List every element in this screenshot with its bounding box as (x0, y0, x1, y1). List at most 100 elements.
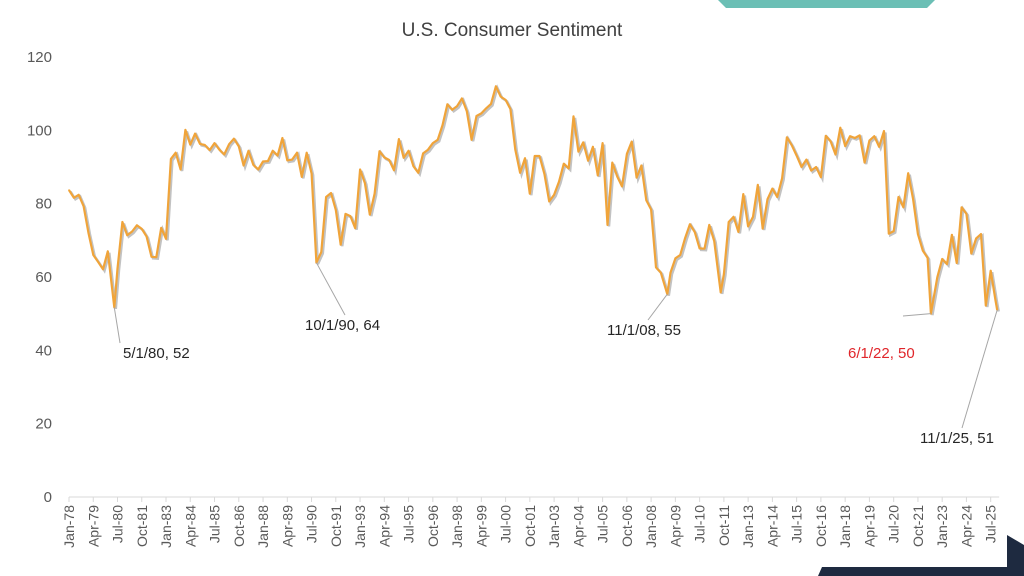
data-point (461, 97, 463, 100)
annotation-leader (961, 309, 998, 429)
data-point (732, 216, 735, 218)
data-point (960, 206, 963, 209)
data-point (170, 158, 172, 160)
data-point (907, 172, 910, 175)
x-tick-label: Apr-79 (85, 505, 101, 547)
data-point (820, 176, 822, 179)
data-point (621, 185, 623, 188)
data-point (344, 213, 347, 215)
data-point (378, 150, 381, 153)
data-point (630, 140, 633, 143)
data-point (805, 158, 808, 161)
data-point (402, 157, 405, 159)
data-point (359, 168, 361, 171)
data-point (776, 196, 779, 198)
data-point (145, 235, 148, 238)
data-point (82, 205, 85, 208)
data-point (310, 172, 313, 175)
data-point (301, 176, 303, 178)
data-point (572, 115, 575, 118)
x-tick-label: Oct-86 (231, 505, 247, 547)
data-point (140, 228, 143, 230)
data-point (257, 168, 259, 171)
data-point (669, 271, 672, 274)
annotation-label: 5/1/80, 52 (123, 345, 190, 362)
data-point (563, 162, 565, 165)
data-point (68, 189, 70, 191)
data-point (771, 187, 774, 190)
data-point (635, 176, 638, 179)
data-point (723, 273, 725, 275)
data-point (417, 172, 420, 174)
data-point (975, 237, 977, 240)
data-point (587, 159, 589, 162)
data-point (693, 231, 696, 234)
data-point (73, 196, 75, 199)
x-tick-label: Oct-11 (716, 505, 732, 546)
x-tick-label: Jul-15 (789, 505, 805, 543)
navy-footer-accent (818, 535, 1024, 576)
x-tick-label: Jul-05 (595, 505, 611, 543)
x-tick-label: Jan-83 (158, 505, 174, 548)
data-point (524, 157, 526, 159)
data-point (660, 271, 662, 274)
annotations: 5/1/80, 52 10/1/90, 64 11/1/08, 55 6/1/22, … (113, 262, 998, 447)
data-point (383, 156, 386, 159)
data-point (102, 268, 104, 271)
data-point (529, 192, 531, 195)
data-point (965, 213, 968, 215)
annotation-label: 6/1/22, 50 (848, 345, 915, 362)
data-point (834, 153, 837, 156)
data-point (815, 166, 817, 168)
data-point (742, 193, 745, 195)
data-point (689, 223, 691, 225)
data-point (97, 261, 99, 263)
data-point (655, 266, 657, 269)
data-point (364, 182, 366, 184)
data-point (698, 247, 701, 250)
data-point (766, 198, 769, 201)
data-point (713, 240, 715, 242)
y-tick-label: 60 (35, 269, 52, 286)
y-tick-label: 100 (27, 122, 52, 139)
x-tick-label: Jan-78 (61, 505, 77, 548)
data-point (252, 163, 255, 166)
data-point (305, 151, 308, 154)
data-point (946, 263, 948, 265)
data-point (204, 144, 206, 146)
x-tick-label: Apr-04 (570, 505, 586, 547)
data-point (849, 135, 851, 137)
data-point (790, 144, 793, 147)
data-point (465, 110, 468, 113)
data-point (237, 145, 240, 148)
data-point (388, 159, 390, 161)
data-point (606, 224, 609, 226)
x-tick-label: Jul-25 (983, 505, 999, 543)
data-point (902, 206, 905, 209)
data-point (427, 148, 429, 151)
data-point (422, 152, 424, 155)
annotation-label: 11/1/25, 51 (920, 430, 994, 447)
data-point (354, 227, 357, 230)
x-tick-label: Jan-88 (255, 505, 271, 548)
data-point (873, 135, 876, 137)
data-point (412, 165, 415, 168)
data-point (276, 154, 279, 157)
data-point (393, 169, 395, 172)
data-point (189, 143, 192, 146)
x-tick-label: Jan-13 (740, 505, 756, 548)
data-point (291, 158, 293, 161)
y-axis: 0 20 40 60 80 100 120 (27, 49, 52, 506)
annotation-label: 11/1/08, 55 (607, 322, 681, 339)
data-point (752, 216, 754, 218)
x-tick-label: Oct-96 (425, 505, 441, 547)
data-point (989, 269, 992, 272)
data-point (558, 180, 560, 183)
teal-header-accent (718, 0, 935, 8)
data-point (921, 249, 924, 252)
data-point (242, 164, 245, 167)
data-point (868, 139, 871, 142)
data-point (936, 276, 939, 279)
data-point (970, 252, 973, 255)
data-point (800, 166, 803, 168)
